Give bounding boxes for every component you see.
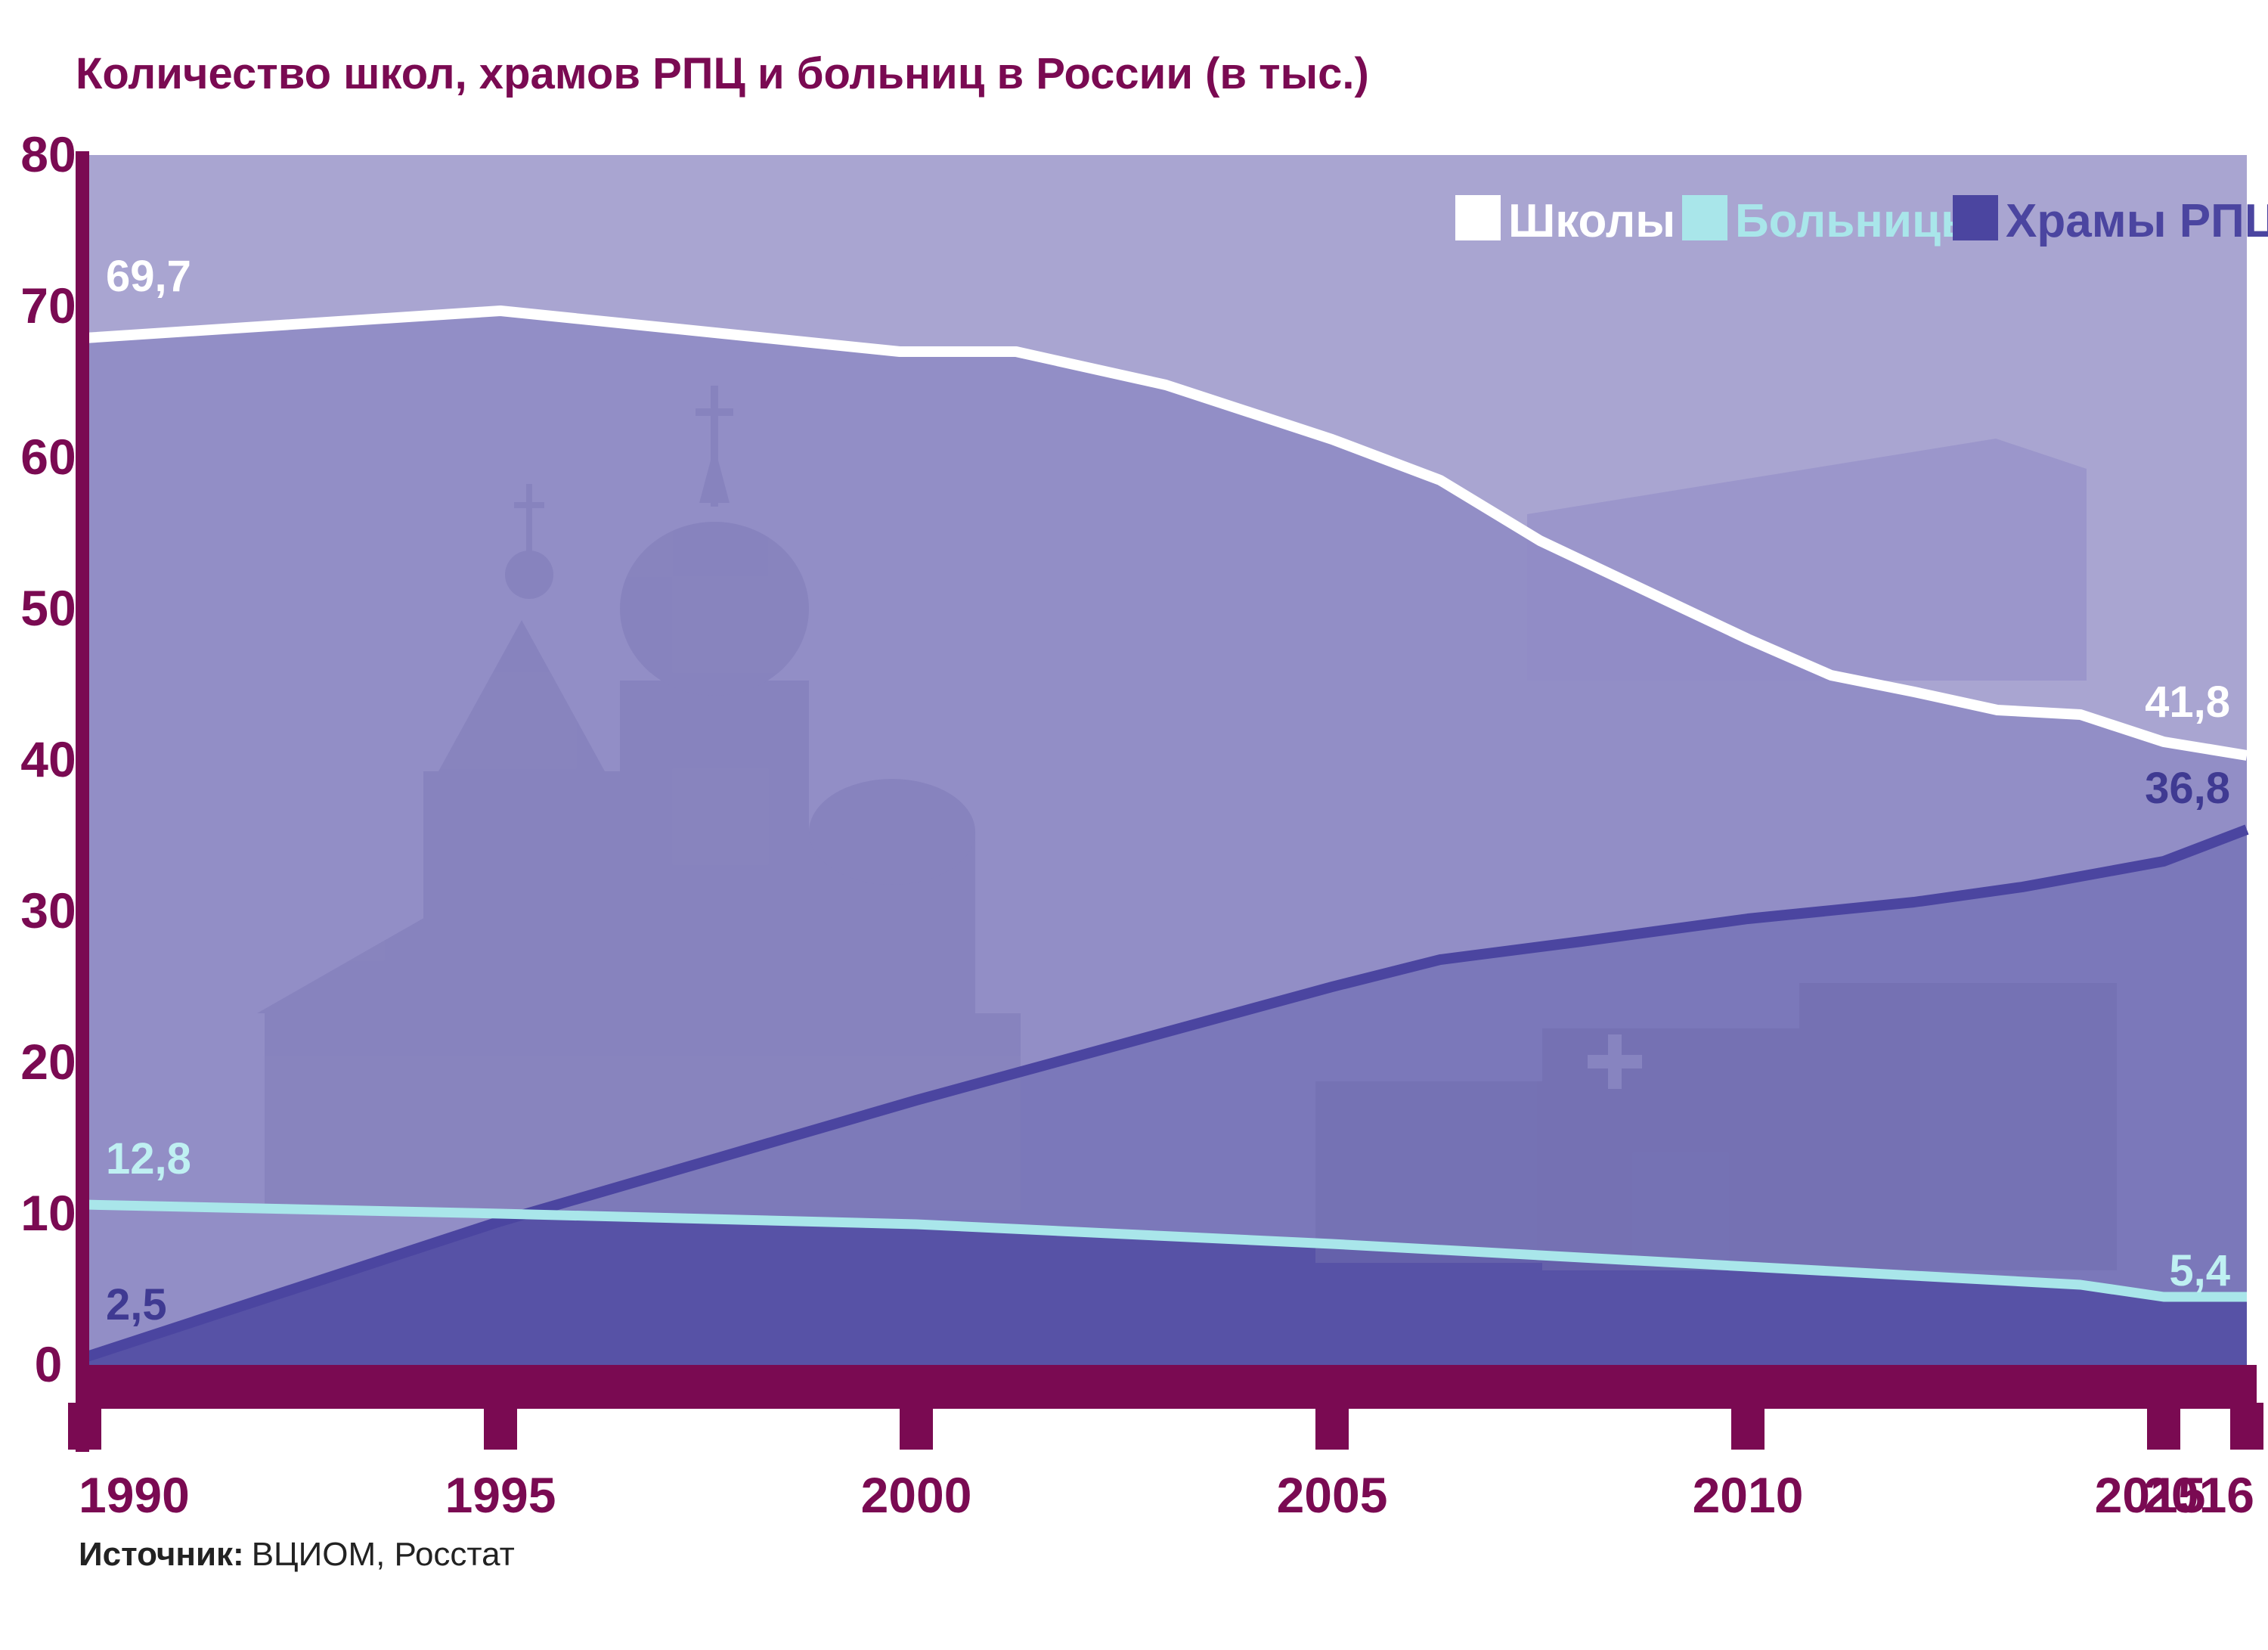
x-tick-label-2005: 2005 bbox=[1277, 1467, 1388, 1523]
y-tick-label-40: 40 bbox=[20, 731, 76, 787]
legend-label: Храмы РПЦ bbox=[2006, 195, 2268, 247]
y-tick-label-60: 60 bbox=[20, 429, 76, 485]
label-hospitals-start: 12,8 bbox=[106, 1134, 191, 1183]
y-tick-label-50: 50 bbox=[20, 580, 76, 636]
x-tick-label-2000: 2000 bbox=[861, 1467, 972, 1523]
label-schools-end: 41,8 bbox=[2145, 678, 2230, 727]
legend-label: Школы bbox=[1508, 195, 1675, 247]
legend: Школы Больницы Храмы РПЦ bbox=[1455, 195, 2268, 247]
x-tick-label-2015: 2015 bbox=[2095, 1467, 2206, 1523]
x-axis-band bbox=[76, 1365, 2257, 1409]
data-labels: 69,7 41,8 12,8 5,4 2,5 36,8 bbox=[106, 252, 2230, 1329]
y-axis-tick-labels: 0 10 20 30 40 50 60 70 80 bbox=[20, 126, 76, 1392]
label-hospitals-end: 5,4 bbox=[2169, 1246, 2230, 1295]
source-text: ВЦИОМ, Росстат bbox=[252, 1536, 515, 1573]
x-tick-label-2016: 2016 bbox=[2143, 1467, 2254, 1523]
x-tick-2000 bbox=[900, 1403, 933, 1450]
plot-area bbox=[82, 155, 2249, 1365]
area-lowest-band bbox=[85, 1214, 2247, 1365]
legend-swatch bbox=[1953, 195, 1998, 240]
school-silhouette bbox=[1527, 439, 2087, 681]
legend-item-0: Школы bbox=[1455, 195, 1675, 247]
y-axis-line bbox=[76, 151, 89, 1452]
x-tick-2015 bbox=[2147, 1403, 2180, 1450]
x-tick-1990 bbox=[68, 1403, 101, 1450]
y-tick-label-70: 70 bbox=[20, 278, 76, 333]
chart-title: Количество школ, храмов РПЦ и больниц в … bbox=[76, 49, 1369, 98]
axes bbox=[68, 151, 2263, 1452]
series-lines bbox=[82, 305, 2249, 1363]
y-tick-label-10: 10 bbox=[20, 1185, 76, 1241]
x-tick-2005 bbox=[1315, 1403, 1349, 1450]
x-tick-2016 bbox=[2230, 1403, 2263, 1450]
legend-swatch bbox=[1455, 195, 1501, 240]
label-schools-start: 69,7 bbox=[106, 252, 191, 301]
source-note: Источник: ВЦИОМ, Росстат bbox=[79, 1536, 515, 1573]
y-tick-label-30: 30 bbox=[20, 882, 76, 938]
legend-label: Больницы bbox=[1735, 195, 1981, 247]
x-tick-2010 bbox=[1731, 1403, 1765, 1450]
y-tick-label-80: 80 bbox=[20, 126, 76, 182]
legend-item-2: Храмы РПЦ bbox=[1953, 195, 2268, 247]
label-temples-end: 36,8 bbox=[2145, 764, 2230, 813]
x-tick-1995 bbox=[484, 1403, 517, 1450]
y-tick-label-20: 20 bbox=[20, 1034, 76, 1090]
line-temples bbox=[82, 824, 2249, 1363]
line-schools bbox=[84, 305, 2248, 761]
y-tick-label-0: 0 bbox=[35, 1336, 63, 1392]
hospital-silhouette bbox=[1315, 983, 2117, 1270]
x-tick-label-2010: 2010 bbox=[1693, 1467, 1804, 1523]
label-temples-start: 2,5 bbox=[106, 1280, 167, 1329]
legend-swatch bbox=[1682, 195, 1727, 240]
x-tick-label-1995: 1995 bbox=[445, 1467, 556, 1523]
legend-item-1: Больницы bbox=[1682, 195, 1981, 247]
line-hospitals bbox=[84, 1199, 2247, 1302]
source-label: Источник: bbox=[79, 1536, 244, 1573]
x-tick-label-1990: 1990 bbox=[79, 1467, 190, 1523]
church-silhouette bbox=[257, 386, 1021, 1210]
decor-silhouettes bbox=[257, 386, 2117, 1270]
